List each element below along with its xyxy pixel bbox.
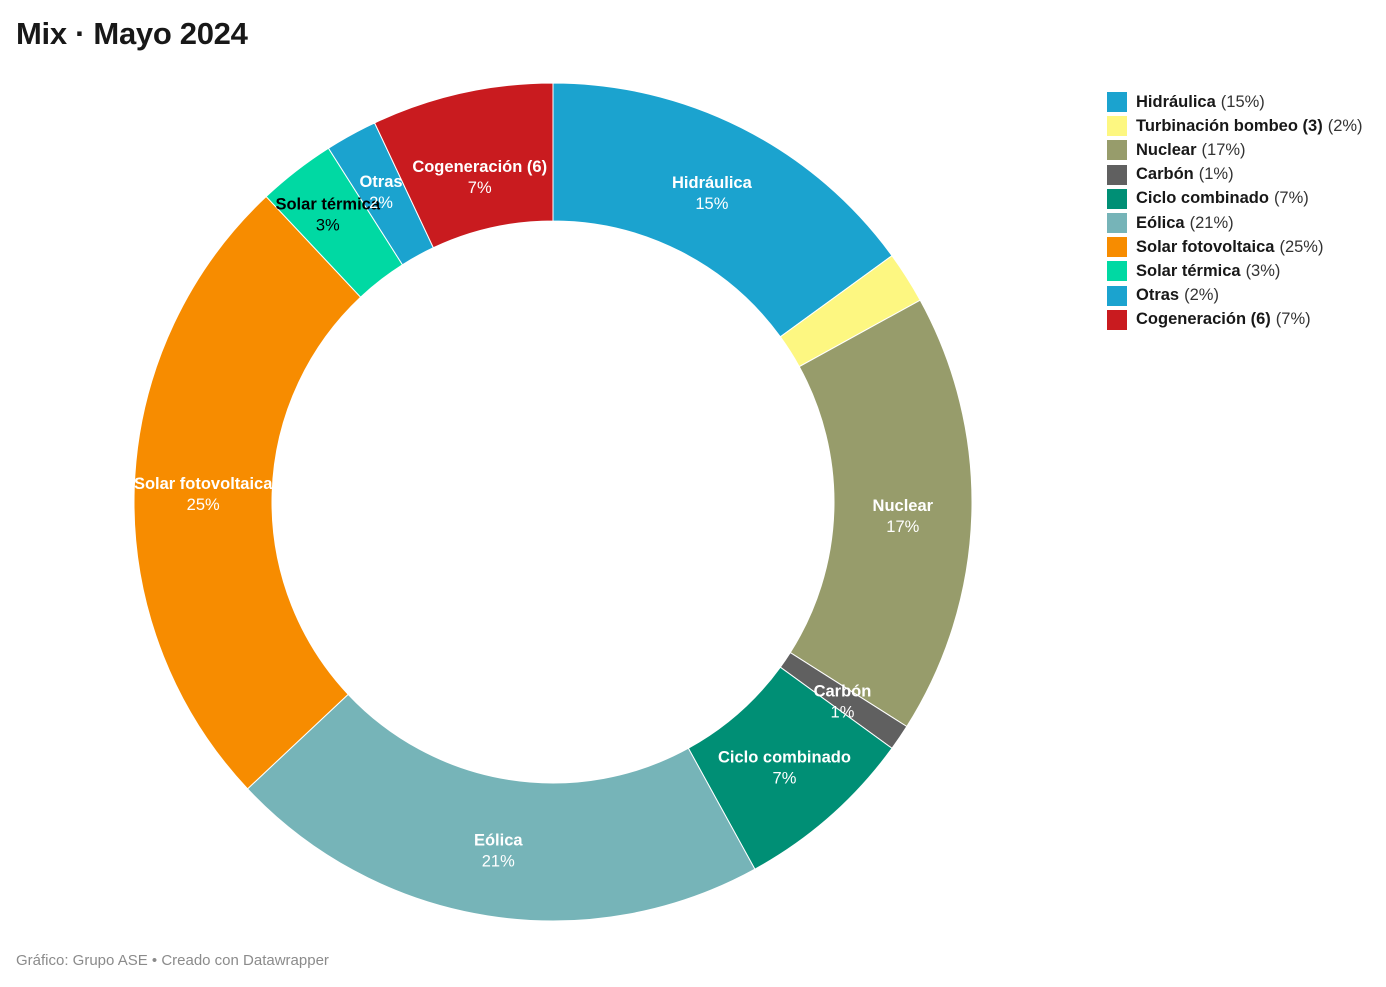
- legend-swatch: [1107, 213, 1127, 234]
- slice-label-solar-termica: Solar térmica 3%: [275, 196, 380, 235]
- legend-item-hidraulica: Hidráulica (15%): [1107, 90, 1363, 114]
- slice-cogeneracion-6[interactable]: [373, 82, 554, 249]
- legend-value: (7%): [1275, 310, 1311, 329]
- slice-label-value: 2%: [369, 194, 393, 212]
- slice-label-otras: Otras 2%: [359, 173, 402, 212]
- legend-label: Solar fotovoltaica: [1136, 237, 1275, 256]
- slice-label-value: 1%: [831, 704, 855, 722]
- legend-value: (7%): [1273, 189, 1309, 208]
- legend-label: Otras: [1136, 286, 1180, 305]
- slice-nuclear[interactable]: [789, 299, 973, 728]
- slice-label-value: 7%: [773, 770, 797, 788]
- legend-label: Carbón: [1136, 165, 1194, 184]
- legend-label: Eólica: [1136, 213, 1185, 232]
- legend-swatch: [1107, 309, 1127, 330]
- legend-label: Hidráulica: [1136, 92, 1216, 111]
- legend-label: Nuclear: [1136, 140, 1197, 159]
- legend-value: (1%): [1198, 165, 1234, 184]
- legend-item-solar-fotovoltaica: Solar fotovoltaica (25%): [1107, 235, 1363, 259]
- slice-label-value: 15%: [695, 195, 728, 213]
- slice-label-name: Ciclo combinado: [718, 749, 851, 767]
- slice-solar-fotovoltaica[interactable]: [133, 195, 362, 790]
- slice-label-name: Cogeneración (6): [412, 158, 547, 176]
- legend-value: (15%): [1220, 92, 1265, 111]
- legend-item-nuclear: Nuclear (17%): [1107, 138, 1363, 162]
- slice-label-name: Otras: [359, 173, 402, 191]
- slice-label-name: Eólica: [474, 832, 523, 850]
- slice-label-value: 3%: [316, 217, 340, 235]
- legend-value: (25%): [1279, 237, 1324, 256]
- legend-item-turbinacion-bombeo-3: Turbinación bombeo (3) (2%): [1107, 114, 1363, 138]
- slice-label-cogeneracion-6: Cogeneración (6) 7%: [412, 158, 547, 197]
- legend-swatch: [1107, 140, 1127, 161]
- legend-value: (2%): [1327, 116, 1363, 135]
- legend-item-carbon: Carbón (1%): [1107, 163, 1363, 187]
- legend-label: Ciclo combinado: [1136, 189, 1269, 208]
- slice-label-value: 17%: [886, 518, 919, 536]
- slice-label-nuclear: Nuclear 17%: [873, 497, 934, 536]
- legend-swatch: [1107, 116, 1127, 137]
- slice-label-value: 21%: [482, 853, 515, 871]
- slice-label-value: 7%: [468, 179, 492, 197]
- legend-label: Cogeneración (6): [1136, 310, 1271, 329]
- slice-label-name: Nuclear: [873, 497, 934, 515]
- slice-hidraulica[interactable]: [552, 82, 893, 338]
- legend-swatch: [1107, 164, 1127, 185]
- legend-swatch: [1107, 237, 1127, 258]
- slice-label-ciclo-combinado: Ciclo combinado 7%: [718, 749, 851, 788]
- legend-value: (2%): [1184, 286, 1219, 305]
- slice-label-hidraulica: Hidráulica 15%: [672, 174, 753, 213]
- legend-value: (17%): [1201, 140, 1246, 159]
- legend-item-solar-termica: Solar térmica (3%): [1107, 259, 1363, 283]
- chart-title: Mix · Mayo 2024: [16, 16, 248, 51]
- slice-eolica[interactable]: [246, 693, 756, 922]
- legend-item-eolica: Eólica (21%): [1107, 211, 1363, 235]
- legend-swatch: [1107, 285, 1127, 306]
- legend-value: (21%): [1189, 213, 1234, 232]
- slice-label-value: 25%: [187, 496, 220, 514]
- slice-label-name: Carbón: [814, 683, 872, 701]
- slice-label-solar-fotovoltaica: Solar fotovoltaica 25%: [134, 475, 273, 514]
- slice-label-eolica: Eólica 21%: [474, 832, 523, 871]
- legend-label: Turbinación bombeo (3): [1136, 116, 1323, 135]
- chart-legend: Hidráulica (15%) Turbinación bombeo (3) (2%…: [1107, 90, 1363, 332]
- donut-slices: [133, 82, 973, 922]
- legend-item-otras: Otras (2%): [1107, 284, 1363, 308]
- slice-label-name: Solar fotovoltaica: [134, 475, 273, 493]
- chart-footer-credit: Gráfico: Grupo ASE • Creado con Datawrap…: [16, 952, 329, 969]
- legend-label: Solar térmica: [1136, 261, 1241, 280]
- slice-label-carbon: Carbón 1%: [814, 683, 872, 722]
- legend-value: (3%): [1245, 261, 1281, 280]
- slice-label-name: Hidráulica: [672, 174, 753, 192]
- legend-swatch: [1107, 188, 1127, 209]
- legend-item-ciclo-combinado: Ciclo combinado (7%): [1107, 187, 1363, 211]
- donut-slice-labels: Hidráulica 15% Nuclear 17% Carbón 1% Ciclo com…: [134, 158, 934, 871]
- legend-item-cogeneracion-6: Cogeneración (6) (7%): [1107, 308, 1363, 332]
- slice-label-name: Solar térmica: [275, 196, 380, 214]
- legend-swatch: [1107, 92, 1127, 113]
- legend-swatch: [1107, 261, 1127, 282]
